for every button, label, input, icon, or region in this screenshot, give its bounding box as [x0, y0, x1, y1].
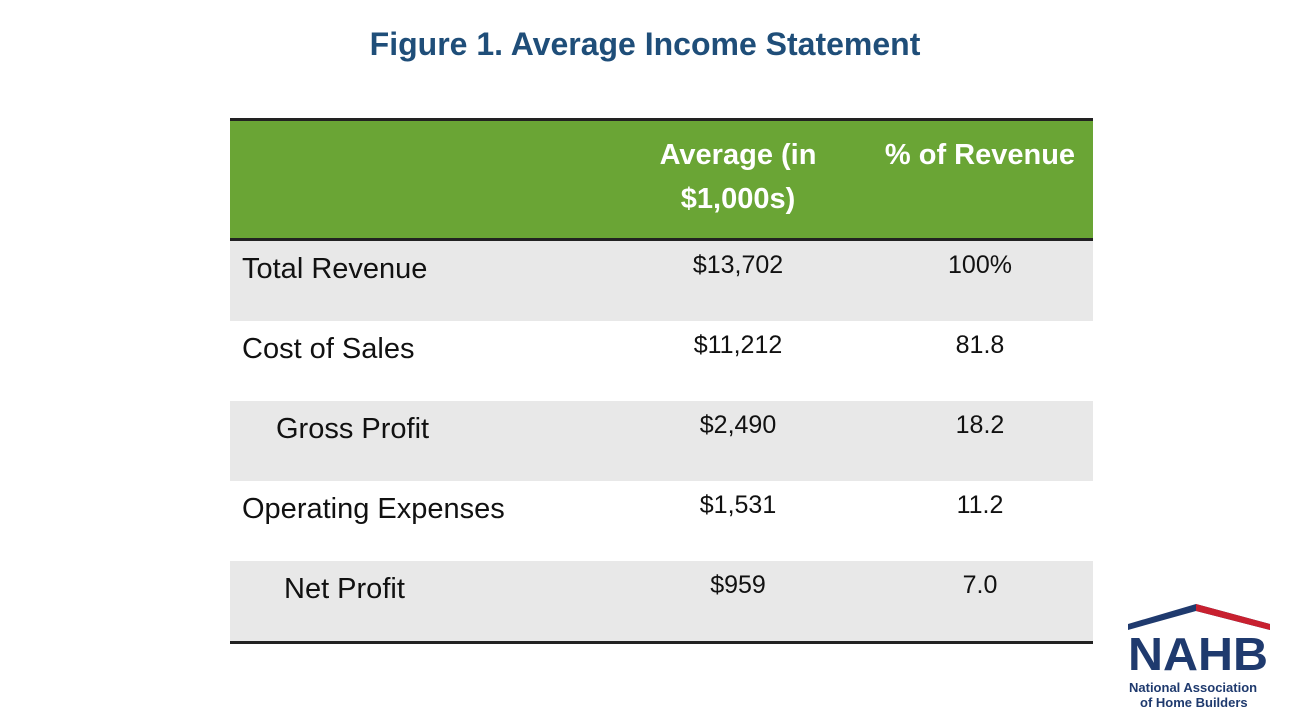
row-label: Cost of Sales	[242, 333, 415, 365]
row-label: Gross Profit	[276, 413, 430, 445]
cell: $959	[710, 571, 766, 599]
header-cell: Average (in $1,000s)	[659, 139, 817, 215]
cell: 18.2	[955, 411, 1005, 439]
title: Figure 1. Average Income Statement	[369, 26, 921, 62]
table-row: Cost of Sales $11,212 81.8	[230, 321, 1093, 401]
logo-roof-red	[1196, 604, 1270, 630]
cell: $11,212	[693, 331, 783, 359]
table-row: Operating Expenses $1,531 11.2	[230, 481, 1093, 561]
cell: 100%	[948, 251, 1012, 279]
row-label: Net Profit	[284, 573, 405, 605]
table-row: Gross Profit $2,490 18.2	[230, 401, 1093, 481]
logo-line: National Association	[1129, 680, 1257, 695]
table-row: Total Revenue $13,702 100%	[230, 241, 1093, 321]
cell: 81.8	[955, 331, 1005, 359]
header-cell: % of Revenue	[884, 139, 1076, 171]
logo: NAHB National Association of Home Builde…	[1128, 604, 1270, 710]
cell: 7.0	[962, 571, 998, 599]
table-header: Average (in $1,000s) % of Revenue	[230, 121, 1093, 241]
logo-line: of Home Builders	[1140, 695, 1248, 710]
logo-name: NAHB	[1128, 628, 1268, 680]
cell: $13,702	[692, 251, 784, 279]
table-row: Net Profit $959 7.0	[230, 561, 1093, 641]
cell: 11.2	[956, 491, 1004, 519]
cell: $2,490	[699, 411, 777, 439]
table: Average (in $1,000s) % of Revenue Total …	[230, 118, 1093, 644]
row-label: Total Revenue	[242, 253, 428, 285]
row-label: Operating Expenses	[242, 493, 505, 525]
cell: $1,531	[699, 491, 777, 519]
